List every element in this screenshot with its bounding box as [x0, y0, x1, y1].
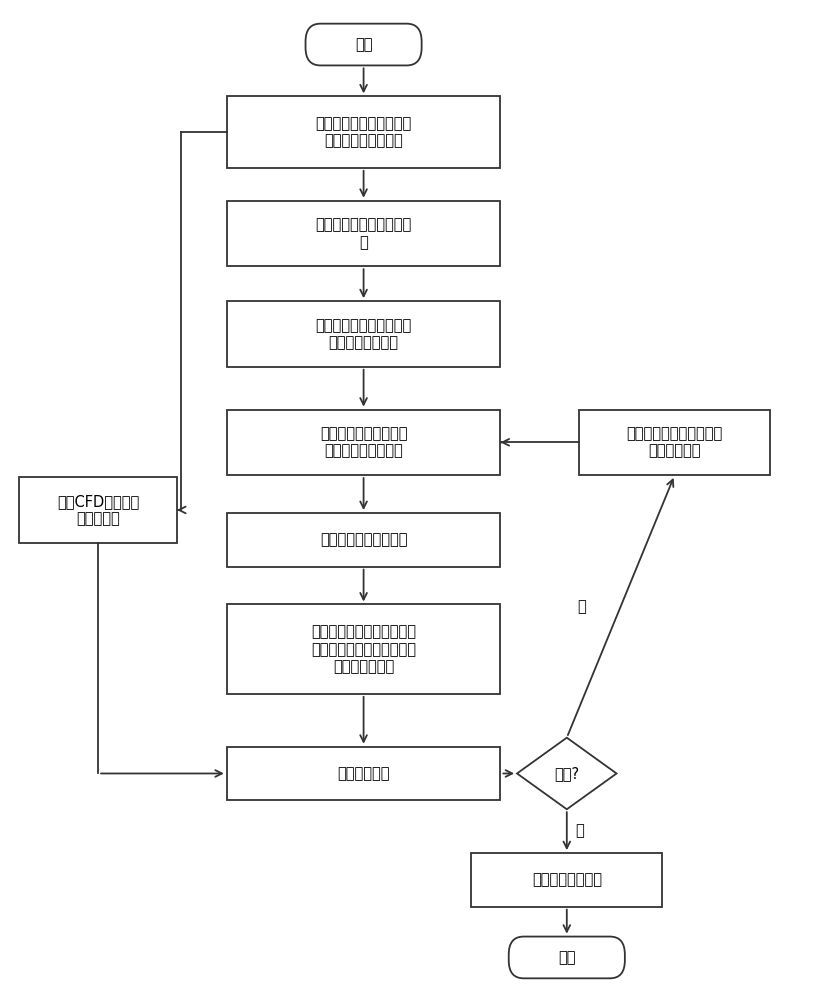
Text: 获得最优面元网格: 获得最优面元网格	[532, 872, 602, 887]
FancyBboxPatch shape	[227, 96, 500, 168]
Text: 计算不同迎角下机翼部件
原刚体气动载荷数据: 计算不同迎角下机翼部件 原刚体气动载荷数据	[316, 116, 412, 148]
Text: 否: 否	[577, 599, 586, 614]
Text: 利用自适应模拟退火算法
更新网格分布: 利用自适应模拟退火算法 更新网格分布	[626, 426, 723, 459]
Text: 计算变形刚体气动载荷数
据: 计算变形刚体气动载荷数 据	[316, 217, 412, 250]
Text: 收敛?: 收敛?	[554, 766, 579, 781]
FancyBboxPatch shape	[227, 410, 500, 475]
Polygon shape	[517, 738, 616, 809]
FancyBboxPatch shape	[306, 24, 422, 65]
Text: 用几何算法对机翼弦平
面进行面元网格划分: 用几何算法对机翼弦平 面进行面元网格划分	[320, 426, 407, 459]
Text: 对升力面的弦平面进行面
元网格参数初始化: 对升力面的弦平面进行面 元网格参数初始化	[316, 318, 412, 350]
FancyBboxPatch shape	[227, 201, 500, 266]
Text: 分段斜率修正面元法对气动
载荷分布进行修正，获得修
正后的载荷分布: 分段斜率修正面元法对气动 载荷分布进行修正，获得修 正后的载荷分布	[311, 624, 416, 674]
FancyBboxPatch shape	[509, 937, 625, 978]
FancyBboxPatch shape	[579, 410, 770, 475]
FancyBboxPatch shape	[227, 513, 500, 567]
FancyBboxPatch shape	[19, 477, 177, 543]
Text: 面元法计算气动力矩阵: 面元法计算气动力矩阵	[320, 532, 407, 547]
Text: 利用CFD数据计算
总体气动力: 利用CFD数据计算 总体气动力	[57, 494, 139, 526]
FancyBboxPatch shape	[472, 853, 662, 907]
FancyBboxPatch shape	[227, 747, 500, 800]
Text: 是: 是	[575, 824, 584, 839]
Text: 开始: 开始	[355, 37, 372, 52]
FancyBboxPatch shape	[227, 301, 500, 367]
Text: 结束: 结束	[558, 950, 575, 965]
Text: 计算误差范数: 计算误差范数	[337, 766, 390, 781]
FancyBboxPatch shape	[227, 604, 500, 694]
